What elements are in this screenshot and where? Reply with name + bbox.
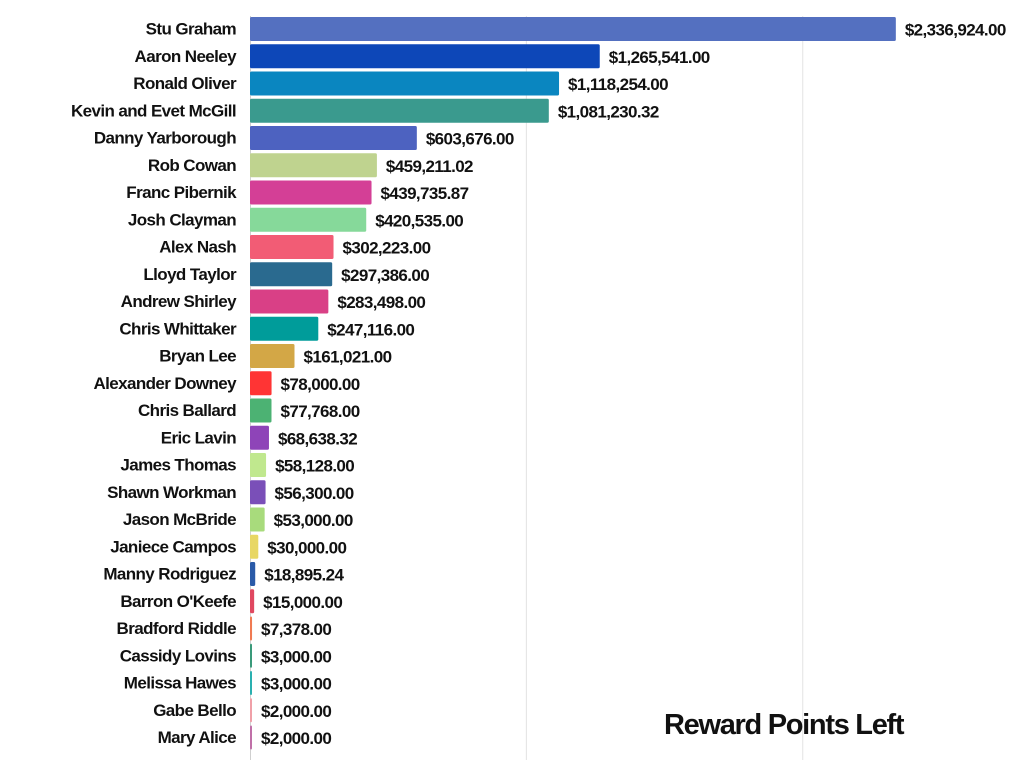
value-label: $247,116.00 — [327, 320, 414, 339]
bar — [250, 398, 272, 423]
value-label: $78,000.00 — [281, 375, 360, 394]
bar — [250, 616, 253, 641]
bar — [250, 126, 417, 150]
bar — [250, 289, 329, 314]
category-label: Eric Lavin — [161, 428, 236, 447]
category-label: Barron O'Keefe — [120, 592, 236, 611]
value-label: $56,300.00 — [275, 484, 354, 503]
category-label: Stu Graham — [146, 20, 237, 39]
category-label: Janiece Campos — [110, 537, 236, 556]
value-label: $161,021.00 — [304, 348, 392, 367]
bar — [250, 480, 266, 505]
value-label: $1,265,541.00 — [609, 48, 710, 67]
bar — [250, 180, 372, 205]
value-label: $459,211.02 — [386, 157, 473, 176]
bar — [250, 17, 896, 41]
value-label: $7,378.00 — [261, 620, 331, 639]
category-label: Franc Pibernik — [126, 183, 237, 202]
category-label: Bryan Lee — [159, 347, 236, 366]
bar — [250, 44, 600, 69]
value-label: $302,223.00 — [343, 239, 431, 258]
category-label: Josh Clayman — [128, 210, 236, 229]
category-label: Chris Ballard — [138, 401, 236, 420]
bar — [250, 671, 252, 695]
bar — [250, 316, 319, 341]
bar — [250, 534, 259, 559]
category-label: Mary Alice — [158, 728, 237, 747]
bar — [250, 643, 252, 668]
category-label: Andrew Shirley — [121, 292, 238, 311]
bars — [250, 17, 896, 750]
category-label: Manny Rodriguez — [103, 565, 236, 584]
category-label: Gabe Bello — [153, 701, 236, 720]
category-label: Kevin and Evet McGill — [71, 101, 236, 120]
category-label: Chris Whittaker — [119, 319, 237, 338]
bar — [250, 589, 255, 614]
category-label: Rob Cowan — [148, 156, 236, 175]
value-label: $2,336,924.00 — [905, 21, 1006, 40]
bar — [250, 207, 367, 232]
bar — [250, 153, 377, 178]
bar — [250, 698, 252, 723]
value-label: $1,118,254.00 — [568, 75, 668, 94]
category-label: Melissa Hawes — [124, 674, 236, 693]
value-label: $77,768.00 — [280, 402, 359, 421]
value-label: $18,895.24 — [264, 566, 344, 585]
value-label: $53,000.00 — [274, 511, 353, 530]
bar — [250, 71, 560, 96]
value-label: $283,498.00 — [337, 293, 425, 312]
value-label: $439,735.87 — [381, 184, 469, 203]
bar — [250, 344, 295, 368]
category-label: Bradford Riddle — [117, 619, 237, 638]
value-labels: $2,336,924.00 $1,265,541.00 $1,118,254.00 $… — [261, 21, 1007, 749]
category-label: Cassidy Lovins — [120, 646, 236, 665]
value-label: $30,000.00 — [267, 538, 346, 557]
bar — [250, 725, 252, 750]
chart-title: Reward Points Left — [664, 709, 905, 741]
value-label: $15,000.00 — [263, 593, 342, 612]
category-label: Ronald Oliver — [133, 74, 237, 93]
bar — [250, 98, 549, 123]
value-label: $2,000.00 — [261, 729, 331, 748]
value-label: $603,676.00 — [426, 130, 514, 149]
bar — [250, 507, 265, 532]
bar — [250, 235, 334, 259]
value-label: $2,000.00 — [261, 702, 331, 721]
value-label: $420,535.00 — [375, 211, 463, 230]
bar — [250, 453, 267, 477]
value-label: $3,000.00 — [261, 675, 331, 694]
category-labels: Stu Graham Aaron Neeley Ronald Oliver Kevin… — [71, 20, 238, 748]
bar — [250, 371, 272, 396]
category-label: James Thomas — [120, 456, 236, 475]
category-label: Aaron Neeley — [135, 47, 238, 66]
value-label: $68,638.32 — [278, 429, 357, 448]
category-label: Alexander Downey — [93, 374, 237, 393]
value-label: $3,000.00 — [261, 647, 331, 666]
value-label: $1,081,230.32 — [558, 102, 659, 121]
category-label: Lloyd Taylor — [143, 265, 237, 284]
value-label: $297,386.00 — [341, 266, 429, 285]
bar — [250, 262, 333, 287]
category-label: Danny Yarborough — [94, 129, 236, 148]
category-label: Jason McBride — [123, 510, 236, 529]
category-label: Alex Nash — [159, 238, 236, 257]
bar — [250, 425, 269, 450]
bar — [250, 562, 256, 586]
category-label: Shawn Workman — [107, 483, 236, 502]
value-label: $58,128.00 — [275, 457, 354, 476]
